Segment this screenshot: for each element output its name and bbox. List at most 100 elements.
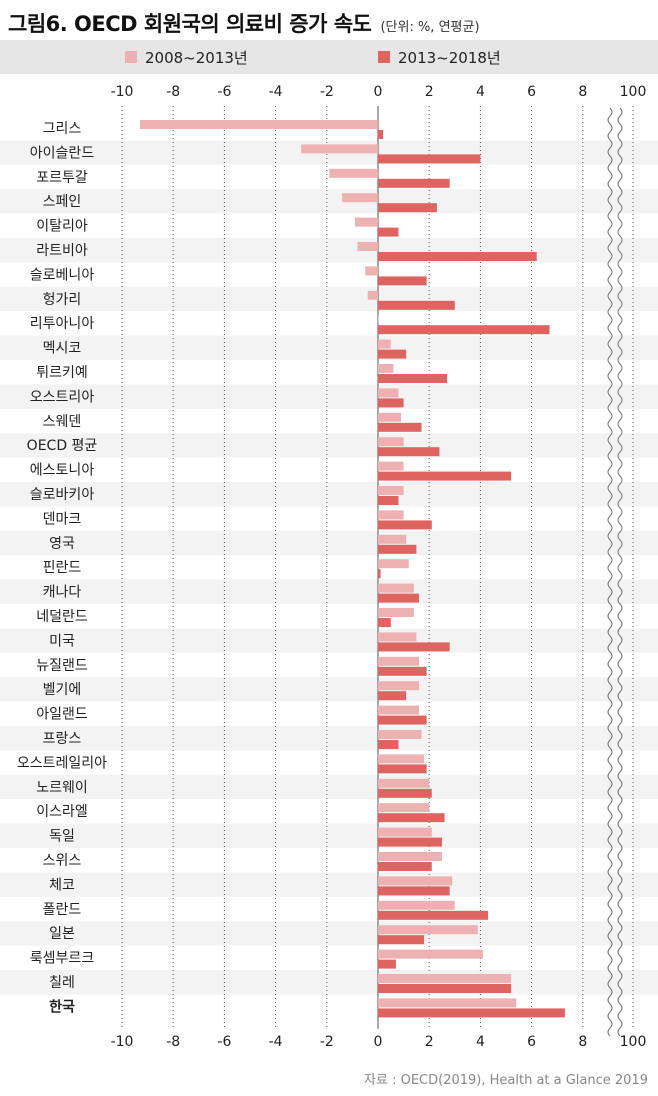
bar-series1: [378, 778, 430, 788]
x-tick-label-top: 4: [476, 84, 485, 100]
bar-series2: [378, 325, 550, 335]
bar-series2: [378, 813, 445, 823]
axis-break-wave: [607, 107, 613, 1037]
bar-series1: [378, 364, 394, 373]
category-label: 칠레: [49, 975, 75, 991]
bar-series2: [378, 227, 399, 237]
chart-title-row: 그림6. OECD 회원국의 의료비 증가 속도 (단위: %, 연평균): [8, 8, 480, 38]
x-tick-label-bottom: -10: [111, 1034, 134, 1050]
legend-swatch-series1: [125, 51, 137, 63]
category-label: 캐나다: [43, 585, 82, 601]
row-band: [0, 482, 658, 507]
bar-series1: [378, 608, 414, 617]
bar-series1: [378, 486, 404, 495]
bar-series1: [367, 290, 378, 300]
chart-title: 그림6. OECD 회원국의 의료비 증가 속도: [8, 12, 372, 36]
category-label: 이탈리아: [36, 219, 88, 235]
bar-series1: [378, 559, 409, 569]
bar-series1: [378, 949, 483, 959]
bar-series1: [378, 827, 432, 837]
bar-series1: [378, 656, 419, 666]
row-band: [0, 286, 658, 312]
x-tick-label-top: 8: [578, 84, 587, 100]
chart-area: -10 -8 -6 -4 -2 0 2 4 6 8 100 -10 -8 -6 -4 -2 0 2 4 6 8 100 그리…: [0, 84, 658, 1050]
bar-series1: [329, 168, 378, 178]
row-band: [0, 628, 658, 653]
bar-series2: [378, 130, 384, 139]
row-band: [0, 872, 658, 897]
x-tick-label-top: -4: [269, 84, 283, 100]
bar-series2: [378, 398, 404, 408]
bar-series1: [378, 534, 407, 544]
category-label: 리투아니아: [30, 316, 95, 332]
legend-label-series1: 2008~2013년: [145, 48, 248, 67]
bar-series2: [378, 618, 391, 627]
bar-series1: [342, 193, 378, 203]
bar-series1: [378, 705, 419, 715]
category-label: 오스트리아: [30, 389, 95, 405]
bar-series2: [378, 374, 448, 383]
bar-series2: [378, 252, 537, 261]
bar-series2: [378, 593, 419, 603]
axis-break-label-top: 100: [620, 84, 647, 100]
row-band: [0, 530, 658, 556]
x-tick-label-top: 2: [425, 84, 434, 100]
row-band: [0, 677, 658, 702]
legend-label-series2: 2013~2018년: [398, 48, 501, 67]
bar-series2: [378, 422, 422, 432]
bar-series2: [378, 984, 512, 993]
bar-series1: [378, 730, 422, 739]
legend-swatch-series2: [378, 51, 390, 63]
row-band: [0, 774, 658, 800]
category-label: 아이슬란드: [30, 145, 95, 161]
row-band: [0, 433, 658, 458]
category-label: 튀르키예: [36, 365, 88, 381]
x-tick-label-bottom: 4: [476, 1034, 485, 1050]
bar-series2: [378, 203, 437, 213]
x-tick-label-top: -10: [111, 84, 134, 100]
row-band: [0, 579, 658, 604]
bar-series1: [378, 388, 399, 398]
x-tick-label-top: -2: [320, 84, 334, 100]
category-label: 일본: [49, 926, 75, 942]
bar-series2: [378, 569, 381, 579]
bar-series1: [365, 266, 378, 276]
bar-series1: [378, 437, 404, 447]
unit-note: (단위: %, 연평균): [380, 20, 480, 35]
category-label: 슬로바키아: [30, 487, 95, 503]
bar-series1: [378, 339, 391, 349]
row-band: [0, 189, 658, 214]
x-tick-label-bottom: -2: [320, 1034, 334, 1050]
x-tick-label-bottom: -4: [269, 1034, 283, 1050]
bar-series2: [378, 788, 432, 798]
category-label: 뉴질랜드: [36, 658, 88, 674]
category-label: 핀란드: [43, 560, 82, 576]
bar-series1: [378, 876, 453, 886]
axis-break-wave: [617, 107, 623, 1037]
bar-series1: [378, 632, 417, 642]
category-label: 한국: [49, 999, 75, 1015]
bar-series1: [378, 852, 442, 861]
bar-series1: [139, 120, 378, 129]
category-label: 영국: [49, 536, 75, 552]
x-tick-label-bottom: -6: [217, 1034, 231, 1050]
category-label: 멕시코: [43, 341, 82, 357]
bar-series1: [378, 461, 404, 471]
bar-series2: [378, 740, 399, 749]
row-band: [0, 726, 658, 751]
bar-series2: [378, 642, 450, 652]
bar-series2: [378, 886, 450, 896]
x-tick-label-bottom: -8: [166, 1034, 180, 1050]
bar-series1: [378, 510, 404, 520]
category-label: 벨기에: [43, 682, 82, 698]
bar-series1: [378, 998, 517, 1008]
bar-series1: [378, 925, 478, 935]
row-band: [0, 970, 658, 995]
category-label: 덴마크: [43, 511, 82, 527]
bar-series2: [378, 1008, 565, 1018]
bar-series2: [378, 520, 432, 530]
category-label: 프랑스: [43, 731, 82, 747]
bar-series1: [378, 754, 425, 764]
category-label: 아일랜드: [36, 707, 88, 723]
x-tick-label-bottom: 0: [374, 1034, 383, 1050]
